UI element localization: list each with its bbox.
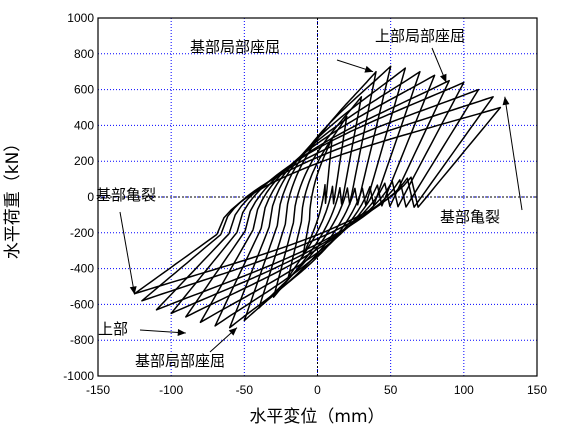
y-tick-label: 200 [74, 154, 94, 168]
annotation-arrowhead [364, 65, 374, 73]
y-tick-label: 1000 [67, 11, 94, 25]
annotation-label: 上部局部座屈 [375, 27, 465, 45]
x-axis-title: 水平変位（mm） [249, 407, 384, 427]
annotation-label: 基部亀裂 [96, 186, 156, 204]
y-tick-label: -200 [70, 226, 94, 240]
hysteresis-loop [170, 81, 465, 315]
x-tick-label: 0 [314, 383, 321, 397]
hysteresis-loop [155, 88, 480, 311]
hysteresis-loop [141, 96, 494, 302]
hysteresis-loop [199, 74, 436, 324]
y-tick-label: 600 [74, 83, 94, 97]
zero-axes [98, 18, 537, 376]
x-tick-label: 100 [454, 383, 474, 397]
x-tick-label: -150 [86, 383, 110, 397]
annotation-arrow [119, 211, 136, 295]
annotation-arrowhead [228, 327, 238, 336]
y-tick-label: -800 [70, 333, 94, 347]
hysteresis-loop [302, 137, 333, 257]
hysteresis-loop [185, 79, 450, 318]
annotation-label: 上部 [98, 320, 128, 338]
tick-labels: -150 -100 -50 0 50 100 150 -1000 -800 -600 -400 -20… [63, 11, 547, 397]
annotation-label: 基部局部座屈 [190, 38, 280, 56]
y-tick-label: 0 [87, 190, 94, 204]
x-tick-label: 50 [384, 383, 398, 397]
hysteresis-loop [133, 106, 502, 295]
hysteresis-loop [243, 65, 392, 322]
annotation-label: 基部局部座屈 [135, 352, 225, 370]
x-tick-label: 150 [527, 383, 547, 397]
y-tick-label: -1000 [63, 369, 94, 383]
annotation-arrowhead [502, 96, 510, 106]
annotation-label: 基部亀裂 [440, 208, 500, 226]
x-tick-label: -100 [159, 383, 183, 397]
y-tick-label: 400 [74, 118, 94, 132]
annotation-arrowhead [177, 329, 186, 337]
x-tick-label: -50 [236, 383, 254, 397]
plot-frame [97, 17, 538, 377]
y-tick-label: 800 [74, 47, 94, 61]
y-tick-label: -400 [70, 262, 94, 276]
series-loops [133, 65, 502, 329]
annotation-arrowhead [439, 73, 447, 83]
y-tick-label: -600 [70, 297, 94, 311]
annotation-arrowhead [129, 286, 137, 295]
annotation-arrow [504, 96, 523, 211]
y-axis-title: 水平荷重（kN） [3, 135, 23, 260]
